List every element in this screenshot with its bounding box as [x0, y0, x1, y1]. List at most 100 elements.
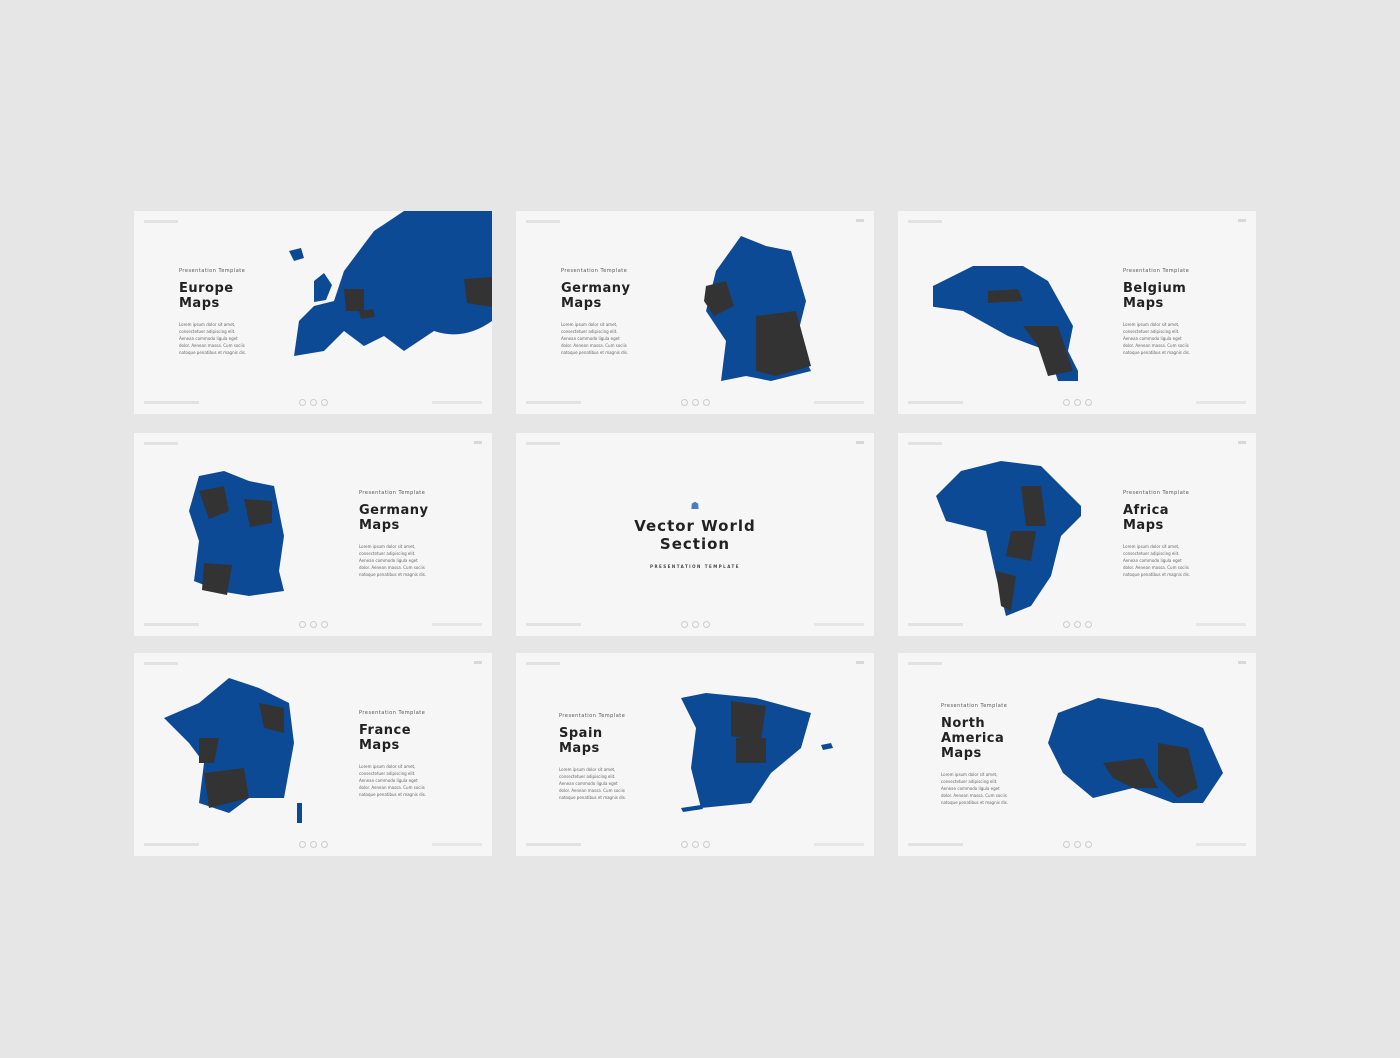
- social-icon: [310, 621, 317, 628]
- header-label: [526, 442, 560, 445]
- footer-copyright: [908, 401, 963, 404]
- slide-title: Belgium Maps: [1123, 281, 1187, 311]
- slide-title: Europe Maps: [179, 281, 234, 311]
- slide-title: Germany Maps: [561, 281, 631, 311]
- social-icon: [692, 621, 699, 628]
- slide-body: Lorem ipsum dolor sit amet, consectetuer…: [179, 322, 247, 355]
- slide-europe[interactable]: Presentation Template Europe Maps Lorem ip…: [134, 211, 492, 414]
- footer-website: [814, 623, 864, 626]
- section-title: Vector World Section: [634, 517, 756, 553]
- social-icon: [681, 841, 688, 848]
- social-icons: [1063, 841, 1092, 848]
- kicker: Presentation Template: [561, 268, 628, 274]
- kicker: Presentation Template: [179, 268, 246, 274]
- header-label: [526, 220, 560, 223]
- slide-text: Presentation Template Germany Maps Lorem i…: [359, 490, 449, 578]
- map-europe: [289, 211, 492, 356]
- social-icons: [299, 399, 328, 406]
- header-label: [908, 442, 942, 445]
- map-belgium: [933, 266, 1078, 381]
- footer-website: [814, 843, 864, 846]
- footer-website: [814, 401, 864, 404]
- header-label: [908, 220, 942, 223]
- social-icons: [681, 841, 710, 848]
- page-number: [1238, 441, 1246, 444]
- footer-copyright: [908, 843, 963, 846]
- kicker: Presentation Template: [941, 703, 1008, 709]
- social-icon: [321, 841, 328, 848]
- header-label: [144, 662, 178, 665]
- kicker: Presentation Template: [359, 490, 426, 496]
- page-number: [856, 219, 864, 222]
- footer-copyright: [908, 623, 963, 626]
- footer-website: [1196, 623, 1246, 626]
- slide-germany[interactable]: Presentation Template Germany Maps Lorem i…: [516, 211, 874, 414]
- header-label: [908, 662, 942, 665]
- slide-africa[interactable]: Presentation Template Africa Maps Lorem ip…: [898, 433, 1256, 636]
- slide-france[interactable]: Presentation Template France Maps Lorem ip…: [134, 653, 492, 856]
- map-germany-2: [189, 471, 284, 596]
- slide-body: Lorem ipsum dolor sit amet, consectetuer…: [1123, 322, 1191, 355]
- social-icon: [310, 399, 317, 406]
- slide-title: North America Maps: [941, 716, 1005, 761]
- slide-body: Lorem ipsum dolor sit amet, consectetuer…: [359, 544, 427, 577]
- footer-website: [432, 401, 482, 404]
- slide-north-america[interactable]: Presentation Template North America Maps L…: [898, 653, 1256, 856]
- slide-body: Lorem ipsum dolor sit amet, consectetuer…: [561, 322, 629, 355]
- kicker: Presentation Template: [1123, 268, 1190, 274]
- social-icons: [299, 841, 328, 848]
- slide-body: Lorem ipsum dolor sit amet, consectetuer…: [1123, 544, 1191, 577]
- social-icons: [1063, 621, 1092, 628]
- social-icons: [681, 399, 710, 406]
- social-icon: [321, 621, 328, 628]
- page-number: [856, 441, 864, 444]
- social-icon: [310, 841, 317, 848]
- slide-body: Lorem ipsum dolor sit amet, consectetuer…: [359, 764, 427, 797]
- social-icon: [692, 841, 699, 848]
- footer-website: [432, 843, 482, 846]
- page-number: [474, 661, 482, 664]
- footer-copyright: [144, 843, 199, 846]
- slide-germany-2[interactable]: Presentation Template Germany Maps Lorem i…: [134, 433, 492, 636]
- page-number: [1238, 661, 1246, 664]
- social-icon: [1085, 621, 1092, 628]
- cup-icon: ☗: [690, 501, 700, 512]
- social-icon: [1074, 841, 1081, 848]
- social-icon: [703, 841, 710, 848]
- social-icon: [1085, 399, 1092, 406]
- map-north-america: [1048, 698, 1223, 803]
- footer-copyright: [526, 843, 581, 846]
- social-icon: [299, 841, 306, 848]
- section-subtitle: PRESENTATION TEMPLATE: [650, 564, 740, 569]
- slide-title: Germany Maps: [359, 503, 429, 533]
- social-icons: [1063, 399, 1092, 406]
- slide-spain[interactable]: Presentation Template Spain Maps Lorem ips…: [516, 653, 874, 856]
- footer-website: [1196, 843, 1246, 846]
- slide-belgium[interactable]: Presentation Template Belgium Maps Lorem i…: [898, 211, 1256, 414]
- social-icon: [681, 399, 688, 406]
- social-icon: [321, 399, 328, 406]
- social-icon: [299, 399, 306, 406]
- social-icon: [692, 399, 699, 406]
- social-icon: [1063, 399, 1070, 406]
- footer-copyright: [144, 401, 199, 404]
- footer-website: [432, 623, 482, 626]
- footer-copyright: [526, 401, 581, 404]
- kicker: Presentation Template: [559, 713, 626, 719]
- social-icon: [1063, 621, 1070, 628]
- slide-text: Presentation Template North America Maps L…: [941, 703, 1031, 806]
- map-germany: [704, 236, 811, 381]
- page-number: [856, 661, 864, 664]
- slide-section[interactable]: ☗ Vector World Section PRESENTATION TEMP…: [516, 433, 874, 636]
- kicker: Presentation Template: [359, 710, 426, 716]
- slide-body: Lorem ipsum dolor sit amet, consectetuer…: [559, 767, 627, 800]
- page-number: [1238, 219, 1246, 222]
- social-icon: [1063, 841, 1070, 848]
- footer-copyright: [144, 623, 199, 626]
- slide-text: Presentation Template France Maps Lorem ip…: [359, 710, 449, 798]
- slide-text: Presentation Template Germany Maps Lorem i…: [561, 268, 651, 356]
- footer-copyright: [526, 623, 581, 626]
- header-label: [144, 442, 178, 445]
- slide-title: France Maps: [359, 723, 412, 753]
- slide-text: Presentation Template Spain Maps Lorem ips…: [559, 713, 649, 801]
